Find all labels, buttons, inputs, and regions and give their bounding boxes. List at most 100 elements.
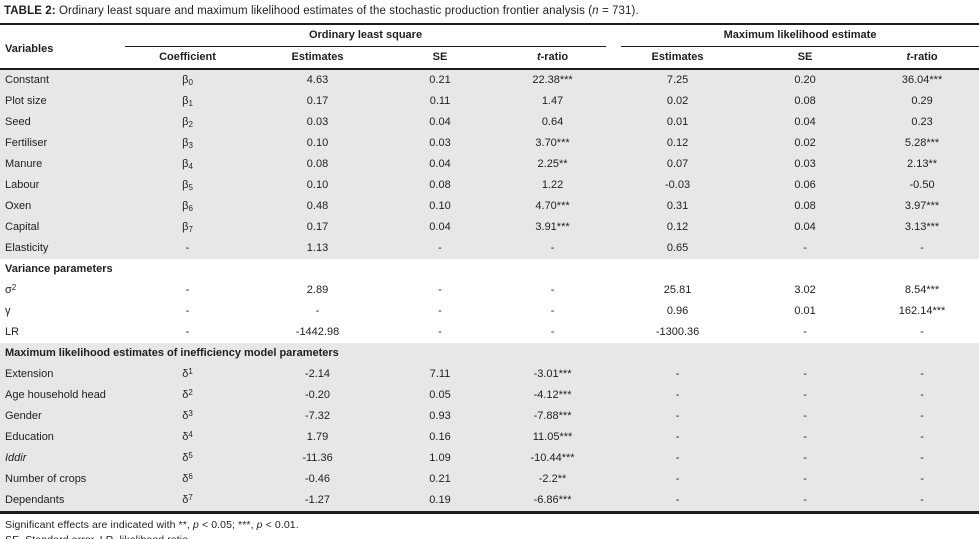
coefficient-cell: β0 xyxy=(125,69,250,91)
symbol-base: γ xyxy=(5,305,11,317)
value-cell: - xyxy=(550,326,555,338)
text-part: TABLE 2: xyxy=(4,5,59,17)
value-cell: 1.13 xyxy=(250,238,385,259)
value-cell: 5.28*** xyxy=(865,133,979,154)
value-cell: -6.86*** xyxy=(495,490,611,514)
value-cell: 0.04 xyxy=(745,112,866,133)
value-cell: 0.10 xyxy=(250,133,385,154)
value-cell: - xyxy=(610,448,746,469)
mle-group-label: Maximum likelihood estimate xyxy=(621,25,979,47)
table-row: Manure β4 0.08 0.04 2.25** 0.07 0.03 2.13** xyxy=(0,154,979,175)
value-cell: 0.03 xyxy=(250,112,385,133)
symbol-superscript: 1 xyxy=(188,367,193,376)
table-row: Dependants δ7 -1.27 0.19 -6.86*** - - - xyxy=(0,490,979,514)
value-cell: 0.21 xyxy=(385,69,495,91)
mle-group-header: Maximum likelihood estimate xyxy=(610,25,979,47)
value-cell: 0.65 xyxy=(610,238,746,259)
coefficient-cell: δ3 xyxy=(125,406,250,427)
table-row: Age household head δ2 -0.20 0.05 -4.12*** - - - xyxy=(0,385,979,406)
symbol-base: Manure xyxy=(5,158,43,170)
table-row: σ2 - 2.89 - - 25.81 3.02 8.54*** xyxy=(0,280,979,301)
symbol-superscript: 2 xyxy=(11,283,17,292)
value-cell: - xyxy=(865,385,979,406)
ols-group-label: Ordinary least square xyxy=(125,25,607,47)
value-cell: - xyxy=(745,364,866,385)
table-row: Education δ4 1.79 0.16 11.05*** - - - xyxy=(0,427,979,448)
coefficient-cell: δ6 xyxy=(125,469,250,490)
value-cell: -0.03 xyxy=(610,175,746,196)
symbol-base: Seed xyxy=(5,116,31,128)
value-cell: 2.13** xyxy=(865,154,979,175)
abbreviation-footnote: SE, Standard error, LR, likelihood ratio… xyxy=(5,533,974,539)
value-cell: -2.14 xyxy=(250,364,385,385)
value-cell: 0.07 xyxy=(610,154,746,175)
symbol-base: Education xyxy=(5,431,54,443)
symbol-base: Extension xyxy=(5,368,54,380)
value-cell: 0.02 xyxy=(745,133,866,154)
symbol-subscript: 3 xyxy=(188,141,193,150)
value-cell: -2.2** xyxy=(495,469,611,490)
value-cell: - xyxy=(745,406,866,427)
symbol-subscript: 0 xyxy=(188,78,193,87)
symbol-base: β xyxy=(182,221,189,233)
value-cell: -0.46 xyxy=(250,469,385,490)
symbol-superscript: 2 xyxy=(188,388,193,397)
coefficient-cell: - xyxy=(125,301,250,322)
text-part: < 0.01. xyxy=(262,519,299,531)
text-part: = 731). xyxy=(598,5,639,17)
table-row: γ - - - - 0.96 0.01 162.14*** xyxy=(0,301,979,322)
value-cell: 0.06 xyxy=(745,175,866,196)
symbol-subscript: 7 xyxy=(188,225,193,234)
value-cell: 0.08 xyxy=(745,91,866,112)
table-body: Constant β0 4.63 0.21 22.38*** 7.25 0.20 36.04*… xyxy=(0,69,979,514)
symbol-base: σ xyxy=(5,284,12,296)
value-cell: - xyxy=(803,326,807,338)
variable-cell: Labour xyxy=(0,175,125,196)
value-cell: - xyxy=(438,326,442,338)
value-cell: - xyxy=(745,238,866,259)
symbol-base: Age household head xyxy=(5,389,106,401)
table-row: Number of crops δ6 -0.46 0.21 -2.2** - - - xyxy=(0,469,979,490)
variable-cell: Elasticity xyxy=(0,238,125,259)
coefficient-cell: δ1 xyxy=(125,364,250,385)
symbol-base: LR xyxy=(5,326,20,338)
value-cell: 1.47 xyxy=(495,91,611,112)
table-row: Iddir δ5 -11.36 1.09 -10.44*** - - - xyxy=(0,448,979,469)
value-cell: 0.03 xyxy=(745,154,866,175)
symbol-base: Constant xyxy=(5,74,50,86)
text-part: t xyxy=(906,51,911,63)
symbol-base: Labour xyxy=(5,179,40,191)
value-cell: 0.93 xyxy=(385,406,495,427)
value-cell: -0.50 xyxy=(865,175,979,196)
value-cell: - xyxy=(438,305,442,317)
value-cell: 0.08 xyxy=(385,175,495,196)
value-cell: - xyxy=(865,406,979,427)
value-cell: 0.01 xyxy=(794,305,816,317)
value-cell: 7.25 xyxy=(610,69,746,91)
table-header: Variables Ordinary least square Maximum … xyxy=(0,25,979,70)
column-subheader: t-ratio xyxy=(865,47,979,70)
value-cell: - xyxy=(610,364,746,385)
variable-cell: Iddir xyxy=(0,448,125,469)
section-header-row: Maximum likelihood estimates of ineffici… xyxy=(0,343,979,364)
symbol-base: Capital xyxy=(5,221,40,233)
text-part: < 0.05; ***, xyxy=(198,519,257,531)
table-row: Oxen β6 0.48 0.10 4.70*** 0.31 0.08 3.97*** xyxy=(0,196,979,217)
symbol-subscript: 1 xyxy=(188,99,193,108)
symbol-base: δ xyxy=(182,494,189,506)
variable-cell: Seed xyxy=(0,112,125,133)
value-cell: 0.96 xyxy=(666,305,689,317)
value-cell: 0.08 xyxy=(250,154,385,175)
value-cell: - xyxy=(745,490,866,514)
coefficient-cell: - xyxy=(125,322,250,343)
coefficient-cell: β7 xyxy=(125,217,250,238)
value-cell: 0.08 xyxy=(745,196,866,217)
value-cell: - xyxy=(610,490,746,514)
value-cell: 1.09 xyxy=(385,448,495,469)
table-row: Capital β7 0.17 0.04 3.91*** 0.12 0.04 3.13*** xyxy=(0,217,979,238)
variable-cell: Plot size xyxy=(0,91,125,112)
value-cell: 1.22 xyxy=(495,175,611,196)
text-part: Estimates xyxy=(291,51,344,63)
value-cell: - xyxy=(315,305,320,317)
value-cell: - xyxy=(550,305,555,317)
